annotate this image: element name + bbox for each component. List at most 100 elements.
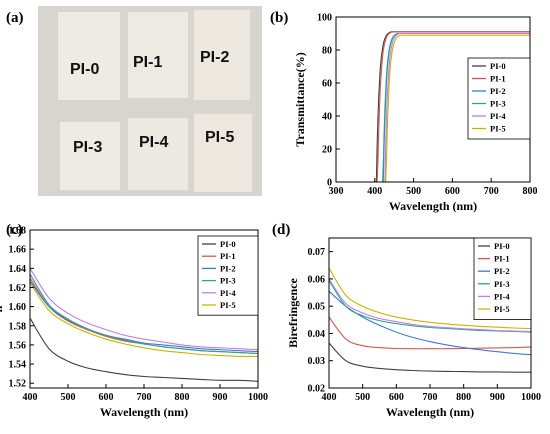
y-axis-label: n [0,305,5,312]
legend-label-pi-2: PI-2 [494,266,510,276]
x-tick-label: 500 [355,392,370,403]
legend-label-pi-4: PI-4 [494,291,510,301]
x-axis-label: Wavelength (nm) [389,199,477,213]
panel-label-d: (d) [272,222,290,238]
x-tick-label: 800 [456,392,471,403]
sample-label-pi-3: PI-3 [73,139,102,156]
legend-label-pi-5: PI-5 [494,304,510,314]
sample-label-pi-2: PI-2 [200,49,229,66]
legend-box [467,57,531,140]
film-pi-1 [128,12,188,98]
series-lines [336,31,530,182]
y-tick-label: 1.54 [9,360,27,371]
series-line-pi-1 [336,31,530,182]
x-tick-label: 500 [61,392,76,403]
legend-label-pi-1: PI-1 [220,251,236,261]
series-line-pi-2 [30,280,258,353]
film-pi-5 [194,114,252,192]
x-tick-label: 1000 [521,392,541,403]
panel-label-a: (a) [6,10,24,26]
film-pi-0 [58,12,120,100]
y-tick-label: 1.68 [9,226,27,237]
legend-box [197,235,259,316]
legend-label-pi-4: PI-4 [490,111,506,121]
legend-label-pi-2: PI-2 [490,86,506,96]
legend-label-pi-0: PI-0 [490,61,506,71]
legend-label-pi-1: PI-1 [494,254,510,264]
panel-label-c: (c) [6,222,23,238]
x-tick-label: 300 [329,186,344,197]
series-line-pi-0 [30,317,258,382]
x-tick-label: 900 [490,392,505,403]
legend-label-pi-1: PI-1 [490,74,506,84]
sample-label-pi-5: PI-5 [205,129,234,146]
y-tick-label: 0.06 [308,274,326,285]
y-axis-label: Transmittance(%) [293,52,307,146]
x-tick-label: 500 [406,186,421,197]
film-pi-2 [194,10,250,100]
legend: PI-0 PI-1 PI-2 PI-3 PI-4 PI-5 [467,57,531,140]
x-tick-label: 800 [175,392,190,403]
legend-label-pi-0: PI-0 [220,239,236,249]
x-tick-label: 800 [523,186,538,197]
y-tick-label: 0.02 [308,384,326,395]
series-line-pi-0 [329,342,531,373]
x-tick-label: 700 [423,392,438,403]
series-line-pi-5 [30,282,258,358]
legend-label-pi-0: PI-0 [494,241,510,251]
series-lines [30,268,258,382]
legend-label-pi-5: PI-5 [490,124,506,134]
y-tick-label: 1.66 [9,245,27,256]
y-tick-label: 0.04 [308,329,326,340]
legend-label-pi-5: PI-5 [220,300,236,310]
x-axis-label: Wavelength (nm) [386,405,474,419]
x-axis-label: Wavelength (nm) [100,405,188,419]
y-tick-label: 0.05 [308,302,326,313]
x-tick-label: 600 [389,392,404,403]
series-line-pi-4 [30,268,258,351]
film-pi-3 [60,122,120,190]
legend-label-pi-2: PI-2 [220,263,236,273]
chart-birefringence: 400 500 600 700 800 900 1000 0.02 0.03 0.04 0.05 0.… [286,237,541,419]
sample-label-pi-1: PI-1 [133,54,162,71]
x-tick-label: 700 [484,186,499,197]
series-line-pi-2 [329,290,531,356]
x-tick-label: 1000 [248,392,268,403]
sample-photo: PI-0 PI-1 PI-2 PI-3 PI-4 PI-5 [38,6,262,196]
sample-label-pi-0: PI-0 [70,61,99,78]
legend-label-pi-3: PI-3 [490,99,506,109]
series-line-pi-5 [336,34,530,182]
y-tick-label: 0 [327,178,332,189]
legend-box [473,237,532,320]
series-line-pi-1 [329,316,531,350]
x-tick-label: 400 [322,392,337,403]
y-tick-label: 20 [322,145,332,156]
y-tick-label: 80 [322,46,332,57]
y-tick-label: 1.52 [9,379,27,390]
y-tick-label: 40 [322,112,332,123]
x-tick-label: 400 [23,392,38,403]
series-line-pi-4 [329,278,531,333]
y-tick-label: 100 [317,13,332,24]
film-pi-4 [128,118,188,190]
series-line-pi-4 [336,32,530,182]
y-tick-label: 1.58 [9,321,27,332]
y-tick-label: 1.60 [9,302,27,313]
chart-refractive-index: 400 500 600 700 800 900 1000 1.52 1.54 1.56 1.58 1.… [0,226,268,420]
series-lines [329,267,531,373]
y-tick-label: 1.64 [9,264,27,275]
panel-label-b: (b) [270,10,288,26]
y-tick-label: 1.62 [9,283,27,294]
legend: PI-0 PI-1 PI-2 PI-3 PI-4 PI-5 [473,237,532,320]
series-line-pi-5 [329,267,531,330]
x-tick-label: 400 [367,186,382,197]
y-tick-label: 1.56 [9,340,27,351]
legend: PI-0 PI-1 PI-2 PI-3 PI-4 PI-5 [197,235,259,316]
x-tick-label: 900 [213,392,228,403]
sample-label-pi-4: PI-4 [139,134,168,151]
x-tick-label: 700 [137,392,152,403]
x-tick-label: 600 [99,392,114,403]
y-tick-label: 0.07 [308,247,326,258]
x-tick-label: 600 [445,186,460,197]
